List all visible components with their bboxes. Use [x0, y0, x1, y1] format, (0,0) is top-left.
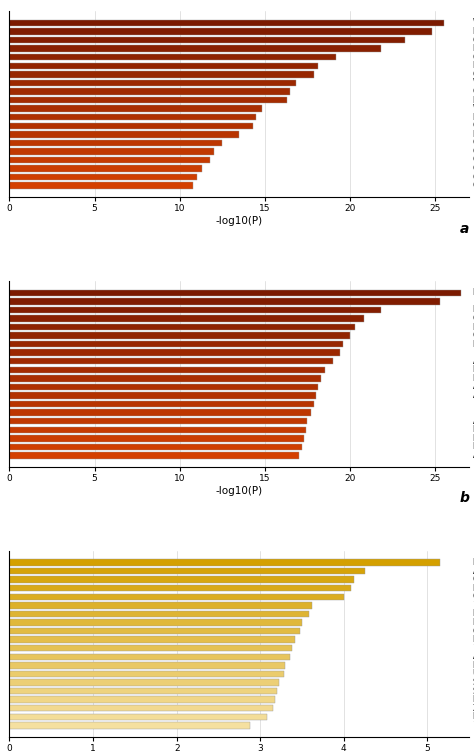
Bar: [9, 611, 309, 617]
Bar: [9, 444, 302, 450]
Bar: [9, 45, 381, 52]
Bar: [9, 679, 279, 686]
Bar: [9, 435, 304, 441]
Bar: [9, 367, 325, 373]
Text: a: a: [460, 222, 469, 235]
Bar: [9, 298, 440, 305]
Bar: [9, 384, 318, 390]
Bar: [9, 114, 256, 120]
Bar: [9, 401, 314, 408]
Bar: [9, 97, 287, 103]
Bar: [9, 418, 308, 424]
Bar: [9, 315, 364, 322]
Bar: [9, 568, 365, 575]
Bar: [9, 705, 273, 711]
Bar: [9, 426, 306, 433]
Bar: [9, 577, 354, 583]
X-axis label: -log10(P): -log10(P): [216, 216, 263, 226]
Bar: [9, 628, 301, 634]
Bar: [9, 62, 318, 69]
Bar: [9, 350, 340, 356]
Bar: [9, 393, 316, 399]
Bar: [9, 452, 299, 459]
Bar: [9, 131, 239, 138]
Bar: [9, 559, 440, 566]
Bar: [9, 20, 444, 26]
Bar: [9, 671, 283, 677]
Bar: [9, 156, 210, 163]
Bar: [9, 290, 461, 296]
Bar: [9, 148, 214, 155]
Bar: [9, 80, 296, 86]
Bar: [9, 375, 321, 381]
Bar: [9, 722, 250, 729]
Bar: [9, 341, 343, 347]
Bar: [9, 593, 344, 600]
Bar: [9, 714, 267, 720]
Bar: [9, 140, 222, 146]
Bar: [9, 183, 193, 189]
X-axis label: -log10(P): -log10(P): [216, 486, 263, 496]
Bar: [9, 688, 277, 694]
Bar: [9, 29, 432, 35]
Bar: [9, 307, 381, 313]
Bar: [9, 653, 290, 660]
Text: b: b: [459, 491, 469, 505]
Bar: [9, 662, 285, 669]
Bar: [9, 174, 197, 180]
Bar: [9, 105, 262, 112]
Bar: [9, 54, 337, 60]
Bar: [9, 165, 202, 171]
Bar: [9, 88, 291, 95]
Bar: [9, 37, 404, 44]
Bar: [9, 602, 312, 608]
Bar: [9, 332, 350, 339]
Bar: [9, 324, 355, 330]
Bar: [9, 409, 311, 416]
Bar: [9, 620, 302, 626]
Bar: [9, 123, 253, 129]
Bar: [9, 358, 333, 365]
Bar: [9, 71, 314, 77]
Bar: [9, 585, 351, 592]
Bar: [9, 645, 292, 651]
Bar: [9, 636, 295, 643]
Bar: [9, 696, 275, 703]
